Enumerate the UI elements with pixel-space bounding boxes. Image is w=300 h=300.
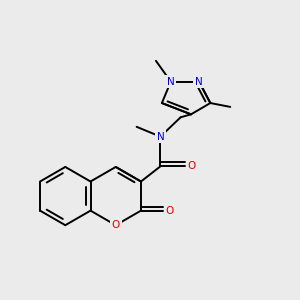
Text: O: O xyxy=(187,161,195,171)
Text: N: N xyxy=(195,76,203,87)
Text: N: N xyxy=(157,132,164,142)
Text: N: N xyxy=(167,76,175,87)
Text: O: O xyxy=(166,206,174,216)
Text: O: O xyxy=(112,220,120,230)
